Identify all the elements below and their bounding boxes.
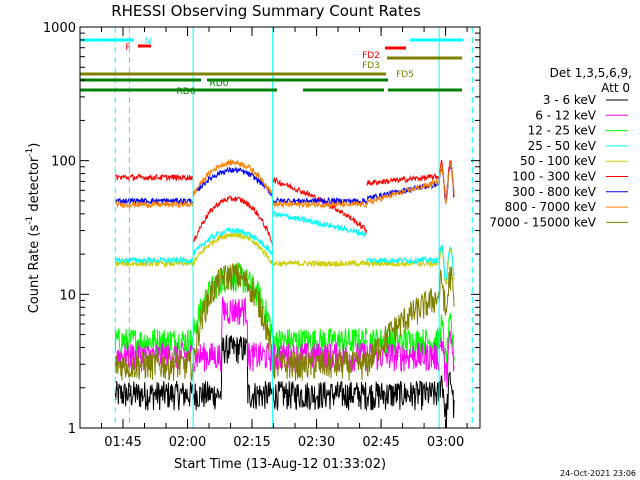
series-line-segment <box>192 232 274 267</box>
series-line-segment <box>192 195 274 247</box>
y-tick-label: 10 <box>59 288 76 303</box>
series-3-6-kev <box>114 333 455 428</box>
series-7000-15000-kev <box>114 263 455 381</box>
legend-entry: 800 - 7000 keV <box>505 200 628 214</box>
y-tick-label: 1000 <box>43 21 76 36</box>
series-line-segment <box>192 333 274 411</box>
legend-entry: 300 - 800 keV <box>512 185 628 199</box>
series-line-segment <box>366 172 440 187</box>
legend-header-2: Att 0 <box>601 81 630 95</box>
legend-label: 12 - 25 keV <box>528 124 597 138</box>
series-line-segment <box>114 258 194 269</box>
footer-timestamp: 24-Oct-2021 23:06 <box>560 469 636 478</box>
series-line-segment <box>272 196 368 206</box>
series-line-segment <box>366 178 440 206</box>
legend-header-1: Det 1,3,5,6,9, <box>550 66 632 80</box>
x-tick-label: 03:00 <box>427 435 464 450</box>
legend-label: 300 - 800 keV <box>512 185 596 199</box>
legend-entry: 50 - 100 keV <box>520 154 628 168</box>
flag-rd6: RD6 <box>80 87 462 97</box>
series-line-segment <box>114 255 194 265</box>
series-line-segment <box>192 159 274 199</box>
y-tick-label: 1 <box>68 422 76 437</box>
legend-entry: 100 - 300 keV <box>512 170 628 184</box>
series-line-segment <box>192 263 274 375</box>
flag-label: FD2 <box>362 51 380 61</box>
x-tick-label: 01:45 <box>104 435 141 450</box>
series-line-segment <box>366 255 439 265</box>
series-25-50-kev <box>114 210 455 281</box>
legend-entry: 25 - 50 keV <box>528 139 628 153</box>
legend-label: 800 - 7000 keV <box>505 200 597 214</box>
series-line-segment <box>272 381 368 411</box>
flag-label: FD5 <box>396 70 414 80</box>
y-axis-label-group: Count Rate (s-1 detector-1) <box>25 143 42 314</box>
x-tick-label: 02:00 <box>169 435 206 450</box>
plot-frame <box>79 26 481 429</box>
flag-fd3: FD3 <box>362 56 462 71</box>
series-line-tail <box>438 371 455 428</box>
legend-label: 3 - 6 keV <box>543 93 597 107</box>
flag-f: F <box>125 43 151 53</box>
flag-label: FD3 <box>362 61 380 71</box>
series-line-segment <box>114 351 194 381</box>
legend-entry: 6 - 12 keV <box>535 108 628 122</box>
y-axis-label: Count Rate (s-1 detector-1) <box>25 143 42 314</box>
series-line-segment <box>192 296 274 373</box>
y-tick-label: 100 <box>51 155 76 170</box>
legend-label: 25 - 50 keV <box>528 139 597 153</box>
series-line-segment <box>366 287 440 377</box>
x-axis-label: Start Time (13-Aug-12 01:33:02) <box>174 457 386 472</box>
series-line-segment <box>366 380 440 411</box>
chart-title: RHESSI Observing Summary Count Rates <box>111 2 421 20</box>
legend-label: 6 - 12 keV <box>535 108 597 122</box>
legend-label: 100 - 300 keV <box>512 170 596 184</box>
y-axis: 1 10 100 1000 <box>43 21 480 437</box>
x-axis: 01:45 02:00 02:15 02:30 02:45 03:00 <box>101 27 468 450</box>
series-line-segment <box>114 173 194 182</box>
legend-label: 7000 - 15000 keV <box>489 215 596 229</box>
flag-label: N <box>145 37 152 47</box>
series-line-segment <box>115 199 194 209</box>
series-line-tail <box>438 330 455 388</box>
x-tick-label: 02:45 <box>362 435 399 450</box>
series-line-tail <box>438 163 455 205</box>
legend-entry: 7000 - 15000 keV <box>489 215 628 229</box>
x-tick-label: 02:30 <box>298 435 335 450</box>
series-line-segment <box>114 342 194 372</box>
series-line-segment <box>192 226 274 256</box>
series-line-segment <box>366 258 439 269</box>
series-line-segment <box>192 166 274 197</box>
legend-label: 50 - 100 keV <box>520 154 597 168</box>
legend-entry: 12 - 25 keV <box>528 124 628 138</box>
series-line-tail <box>438 313 455 370</box>
series-line-segment <box>272 350 368 381</box>
series-line-segment <box>272 210 368 238</box>
flag-fd5: FD5 <box>80 70 414 80</box>
series-line-tail <box>438 244 455 281</box>
series-line-segment <box>114 380 194 411</box>
x-tick-label: 02:15 <box>233 435 270 450</box>
series-line-tail <box>438 266 455 316</box>
flag-label: RD6 <box>177 87 196 97</box>
flag-n: N <box>80 37 463 47</box>
flag-fd2: FD2 <box>362 46 406 61</box>
series-800-7000-kev <box>115 159 455 210</box>
series-line-segment <box>272 259 368 268</box>
series-line-segment <box>272 200 368 210</box>
flag-rd0: RD0 <box>80 78 388 89</box>
flag-label: RD0 <box>210 79 229 89</box>
legend-entry: 3 - 6 keV <box>543 93 628 107</box>
flag-label: F <box>125 43 130 53</box>
series-layer <box>114 159 455 428</box>
